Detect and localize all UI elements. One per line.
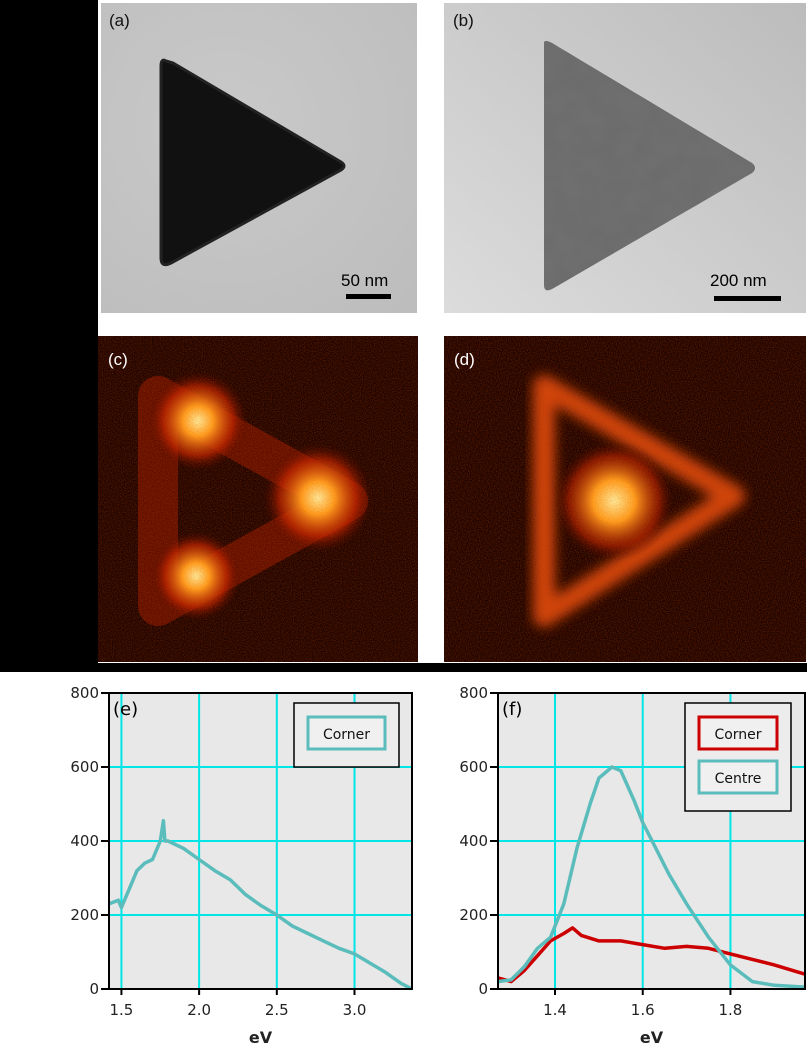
- scale-bar: [714, 296, 781, 301]
- y-tick-label: 800: [70, 684, 99, 702]
- x-tick-label: 3.0: [343, 1001, 367, 1019]
- panel-b-tem-image: (b) 200 nm: [444, 3, 806, 313]
- series-line-centre: [497, 765, 806, 989]
- y-tick-label: 200: [459, 906, 488, 924]
- y-tick-label: 0: [478, 980, 488, 998]
- panel-c-eels-map: (c): [98, 336, 418, 662]
- scale-bar: [346, 294, 391, 299]
- plasmon-map-centre-mode: [444, 336, 806, 662]
- plasmon-map-corner-mode: [98, 336, 418, 662]
- triangle-particle-a: [101, 3, 417, 313]
- y-tick-label: 200: [70, 906, 99, 924]
- x-tick-label: 1.5: [110, 1001, 134, 1019]
- y-tick-label: 400: [459, 832, 488, 850]
- legend: Corner Centre: [684, 702, 792, 812]
- chart-f-corner-centre-spectra: 1.4 1.6 1.8 0 200 400 600 800 (f) eV Corner Centre: [459, 684, 806, 1047]
- panel-label: (a): [109, 11, 130, 30]
- legend-label: Corner: [323, 727, 370, 743]
- panel-label: (f): [502, 699, 522, 720]
- y-tick-label: 0: [89, 980, 99, 998]
- legend-item-centre: [697, 759, 779, 795]
- series-line-corner: [497, 926, 806, 984]
- legend-label: Centre: [715, 771, 762, 787]
- y-tick-label: 600: [70, 758, 99, 776]
- panel-label: (b): [453, 11, 474, 30]
- panel-label: (d): [454, 350, 475, 369]
- y-tick-label: 600: [459, 758, 488, 776]
- plot-frame: [497, 692, 806, 990]
- y-tick-label: 800: [459, 684, 488, 702]
- legend-item-corner: [697, 715, 779, 751]
- triangle-particle-b: [444, 3, 806, 313]
- panel-label: (c): [108, 350, 128, 369]
- legend-label: Corner: [714, 727, 761, 743]
- chart-e-corner-spectrum: 1.5 2.0 2.5 3.0 0 200 400 600 800 (e) eV Corner: [70, 684, 413, 1047]
- x-tick-label: 2.0: [187, 1001, 211, 1019]
- panel-a-tem-image: (a) 50 nm: [101, 3, 417, 313]
- series-line-corner: [108, 818, 413, 991]
- y-tick-label: 400: [70, 832, 99, 850]
- x-tick-label: 1.4: [543, 1001, 567, 1019]
- plot-frame: [108, 692, 413, 990]
- scale-label: 200 nm: [710, 271, 767, 290]
- x-tick-label: 1.8: [719, 1001, 743, 1019]
- panel-d-eels-map: (d): [444, 336, 806, 662]
- panel-label: (e): [113, 699, 138, 720]
- legend-item-corner: [306, 715, 387, 751]
- x-tick-label: 1.6: [631, 1001, 655, 1019]
- x-tick-label: 2.5: [265, 1001, 289, 1019]
- scale-label: 50 nm: [341, 271, 389, 290]
- legend: Corner: [293, 702, 400, 768]
- divider-bar: [0, 663, 807, 672]
- x-axis-label: eV: [640, 1028, 664, 1047]
- black-margin: [0, 0, 98, 668]
- x-axis-label: eV: [249, 1028, 273, 1047]
